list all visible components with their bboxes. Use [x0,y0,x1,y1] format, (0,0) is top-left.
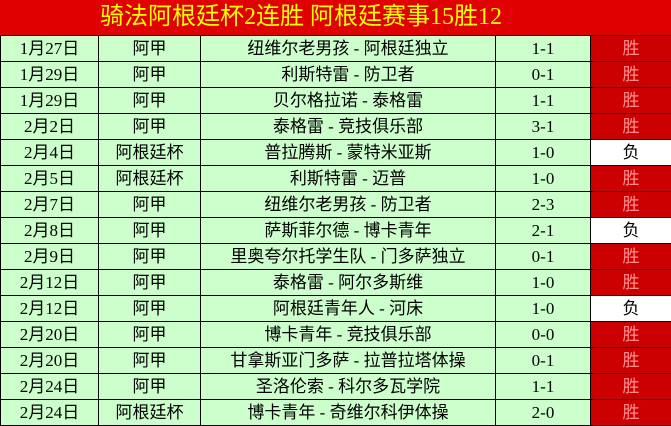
result-cell: 胜 [590,373,671,400]
match-cell: 泰格雷 - 阿尔多斯维 [200,269,496,296]
date-cell: 2月12日 [0,269,99,296]
result-cell: 胜 [590,399,671,426]
date-cell: 2月8日 [0,217,99,244]
score-cell: 1-0 [495,269,591,296]
league-cell: 阿甲 [98,295,201,322]
match-cell: 里奥夸尔托学生队 - 门多萨独立 [200,243,496,270]
result-cell: 胜 [590,269,671,296]
score-cell: 2-0 [495,399,591,426]
match-cell: 博卡青年 - 奇维尔科伊体操 [200,399,496,426]
score-cell: 1-1 [495,87,591,114]
match-cell: 泰格雷 - 竞技俱乐部 [200,113,496,140]
score-cell: 1-0 [495,139,591,166]
result-cell: 胜 [590,165,671,192]
league-cell: 阿甲 [98,35,201,62]
score-cell: 0-1 [495,61,591,88]
match-cell: 纽维尔老男孩 - 阿根廷独立 [200,35,496,62]
league-cell: 阿甲 [98,61,201,88]
score-cell: 1-1 [495,373,591,400]
match-cell: 普拉腾斯 - 蒙特米亚斯 [200,139,496,166]
league-cell: 阿甲 [98,217,201,244]
date-cell: 2月5日 [0,165,99,192]
match-cell: 阿根廷青年人 - 河床 [200,295,496,322]
match-cell: 贝尔格拉诺 - 泰格雷 [200,87,496,114]
date-cell: 2月7日 [0,191,99,218]
date-cell: 2月9日 [0,243,99,270]
date-cell: 2月24日 [0,373,99,400]
league-cell: 阿甲 [98,191,201,218]
date-cell: 1月29日 [0,87,99,114]
date-cell: 2月20日 [0,321,99,348]
result-cell: 负 [590,217,671,244]
result-cell: 胜 [590,113,671,140]
score-cell: 0-1 [495,347,591,374]
result-cell: 胜 [590,61,671,88]
score-cell: 2-1 [495,217,591,244]
date-cell: 1月29日 [0,61,99,88]
league-cell: 阿根廷杯 [98,399,201,426]
result-cell: 负 [590,139,671,166]
league-cell: 阿甲 [98,269,201,296]
result-cell: 胜 [590,321,671,348]
match-cell: 萨斯菲尔德 - 博卡青年 [200,217,496,244]
score-cell: 0-0 [495,321,591,348]
date-cell: 2月24日 [0,399,99,426]
league-cell: 阿根廷杯 [98,139,201,166]
score-cell: 1-1 [495,35,591,62]
league-cell: 阿根廷杯 [98,165,201,192]
match-cell: 甘拿斯亚门多萨 - 拉普拉塔体操 [200,347,496,374]
match-cell: 博卡青年 - 竞技俱乐部 [200,321,496,348]
match-cell: 纽维尔老男孩 - 防卫者 [200,191,496,218]
score-cell: 3-1 [495,113,591,140]
result-cell: 胜 [590,35,671,62]
date-cell: 2月20日 [0,347,99,374]
result-cell: 胜 [590,243,671,270]
match-cell: 利斯特雷 - 迈普 [200,165,496,192]
result-cell: 胜 [590,191,671,218]
league-cell: 阿甲 [98,321,201,348]
league-cell: 阿甲 [98,243,201,270]
league-cell: 阿甲 [98,347,201,374]
date-cell: 2月2日 [0,113,99,140]
date-cell: 2月12日 [0,295,99,322]
score-cell: 1-0 [495,295,591,322]
date-cell: 1月27日 [0,35,99,62]
score-cell: 2-3 [495,191,591,218]
league-cell: 阿甲 [98,113,201,140]
score-cell: 0-1 [495,243,591,270]
match-cell: 圣洛伦索 - 科尔多瓦学院 [200,373,496,400]
league-cell: 阿甲 [98,87,201,114]
date-cell: 2月4日 [0,139,99,166]
league-cell: 阿甲 [98,373,201,400]
result-cell: 负 [590,295,671,322]
title-bar: 骑法阿根廷杯2连胜 阿根廷赛事15胜12 [0,0,671,35]
score-cell: 1-0 [495,165,591,192]
result-cell: 胜 [590,87,671,114]
result-cell: 胜 [590,347,671,374]
match-cell: 利斯特雷 - 防卫者 [200,61,496,88]
